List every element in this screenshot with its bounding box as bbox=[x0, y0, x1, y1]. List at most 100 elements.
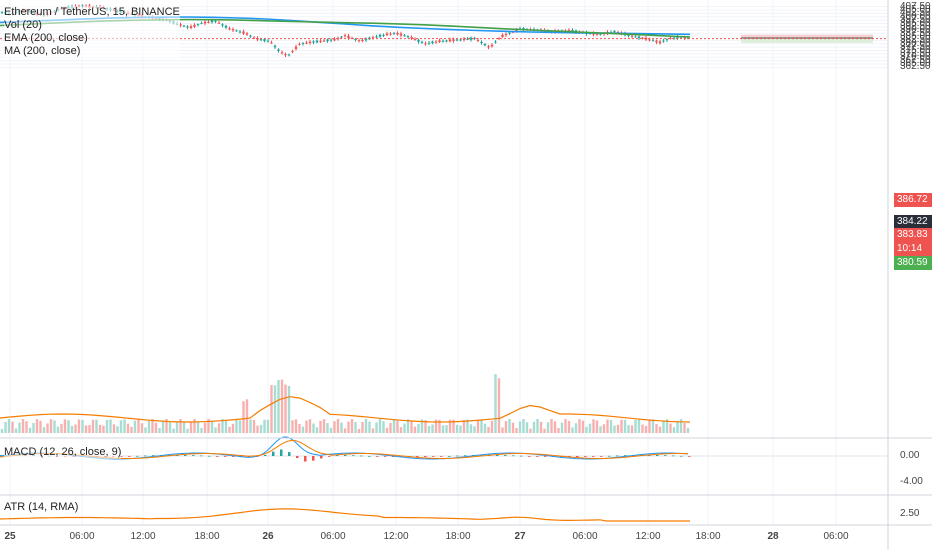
price-tick-label: 362.50 bbox=[900, 61, 931, 73]
legend-ma[interactable]: MA (200, close) bbox=[4, 45, 81, 57]
volume-bar bbox=[7, 419, 11, 433]
legend-ema[interactable]: EMA (200, close) bbox=[4, 32, 88, 44]
volume-bar bbox=[147, 421, 151, 433]
volume-bar bbox=[413, 426, 417, 433]
volume-bar bbox=[158, 428, 161, 433]
time-tick-label: 12:00 bbox=[130, 531, 156, 542]
volume-bar bbox=[119, 420, 123, 433]
volume-bars bbox=[0, 374, 691, 433]
volume-bar bbox=[25, 421, 28, 433]
volume-bar bbox=[599, 426, 602, 433]
volume-bar bbox=[508, 419, 511, 433]
time-tick-label: 28 bbox=[767, 531, 779, 542]
candle-body bbox=[343, 35, 347, 37]
volume-bar bbox=[98, 424, 102, 433]
macd-histogram-bar bbox=[272, 451, 275, 456]
candle-body bbox=[375, 36, 378, 38]
candle-body bbox=[200, 23, 203, 25]
candle-body bbox=[466, 38, 469, 40]
volume-bar bbox=[532, 421, 536, 433]
macd-histogram-bar bbox=[536, 456, 539, 457]
macd-histogram-bar bbox=[288, 452, 291, 456]
volume-bar bbox=[123, 419, 126, 433]
volume-bar bbox=[196, 421, 200, 433]
candle-body bbox=[308, 41, 312, 44]
volume-bar bbox=[74, 424, 77, 433]
legend-vol[interactable]: Vol (20) bbox=[4, 19, 42, 31]
price-tick-label: 375.00 bbox=[900, 44, 931, 56]
macd-tick-label: -4.00 bbox=[900, 476, 923, 487]
candle-body bbox=[508, 32, 511, 34]
candle-body bbox=[263, 39, 266, 42]
volume-bar bbox=[88, 425, 91, 433]
candle-body bbox=[655, 40, 658, 43]
volume-bar bbox=[60, 423, 63, 433]
candle-body bbox=[448, 39, 452, 42]
candle-body bbox=[326, 39, 329, 42]
volume-bar bbox=[417, 423, 420, 433]
candle-body bbox=[651, 40, 655, 42]
candle-body bbox=[347, 35, 350, 39]
volume-bar bbox=[574, 423, 578, 433]
macd-histogram-bar bbox=[432, 456, 435, 457]
candle-body bbox=[294, 46, 298, 49]
volume-bar bbox=[343, 428, 347, 433]
last-price-tag: 383.83 bbox=[894, 228, 932, 242]
atr-legend[interactable]: ATR (14, RMA) bbox=[4, 501, 79, 514]
volume-bar bbox=[35, 419, 39, 433]
volume-bar bbox=[130, 426, 133, 433]
volume-bar bbox=[606, 419, 609, 433]
symbol-title[interactable]: Ethereum / TetherUS, 15, BINANCE bbox=[4, 6, 180, 18]
volume-bar bbox=[571, 427, 574, 433]
volume-bar bbox=[102, 425, 105, 433]
volume-bar bbox=[193, 419, 196, 433]
candle-body bbox=[399, 33, 403, 36]
volume-bar bbox=[137, 419, 140, 433]
volume-bar bbox=[116, 426, 119, 433]
candle-body bbox=[249, 35, 252, 37]
volume-bar bbox=[609, 420, 613, 433]
volume-bar bbox=[91, 419, 95, 433]
volume-bar bbox=[427, 425, 431, 433]
legend-panel: Ethereum / TetherUS, 15, BINANCE Vol (20… bbox=[4, 6, 180, 58]
macd-histogram-bar bbox=[592, 456, 595, 457]
candle-body bbox=[441, 40, 445, 42]
candle-body bbox=[319, 40, 322, 42]
volume-bar bbox=[473, 426, 476, 433]
volume-bar bbox=[287, 385, 291, 433]
volume-bar bbox=[175, 421, 179, 433]
volume-bar bbox=[620, 419, 623, 433]
volume-bar bbox=[613, 425, 616, 433]
macd-histogram-bar bbox=[664, 455, 667, 456]
volume-bar bbox=[231, 423, 235, 433]
volume-bar bbox=[242, 401, 245, 433]
volume-bar bbox=[109, 419, 112, 433]
macd-histogram-bar bbox=[672, 455, 675, 457]
candle-body bbox=[658, 41, 662, 44]
volume-bar bbox=[672, 427, 676, 433]
candle-body bbox=[515, 29, 518, 31]
candle-body bbox=[221, 24, 224, 26]
volume-bar bbox=[67, 420, 70, 433]
volume-bar bbox=[200, 428, 203, 433]
volume-bar bbox=[522, 419, 525, 433]
volume-bar bbox=[273, 385, 277, 433]
target-price-tag: 386.72 bbox=[894, 193, 932, 207]
volume-bar bbox=[347, 421, 350, 433]
candle-body bbox=[665, 39, 669, 41]
volume-bar bbox=[641, 424, 644, 433]
candle-body bbox=[385, 33, 389, 36]
macd-histogram-bar bbox=[544, 456, 547, 457]
macd-histogram-bar bbox=[144, 455, 147, 457]
volume-bar bbox=[336, 419, 340, 433]
candle-body bbox=[438, 40, 441, 42]
volume-bar bbox=[441, 425, 445, 433]
price-tick-label: 370.00 bbox=[900, 51, 931, 63]
macd-histogram-bar bbox=[344, 454, 347, 456]
macd-histogram-bar bbox=[504, 455, 507, 456]
macd-legend[interactable]: MACD (12, 26, close, 9) bbox=[4, 446, 122, 459]
volume-bar bbox=[126, 423, 130, 433]
volume-bar bbox=[644, 425, 648, 433]
